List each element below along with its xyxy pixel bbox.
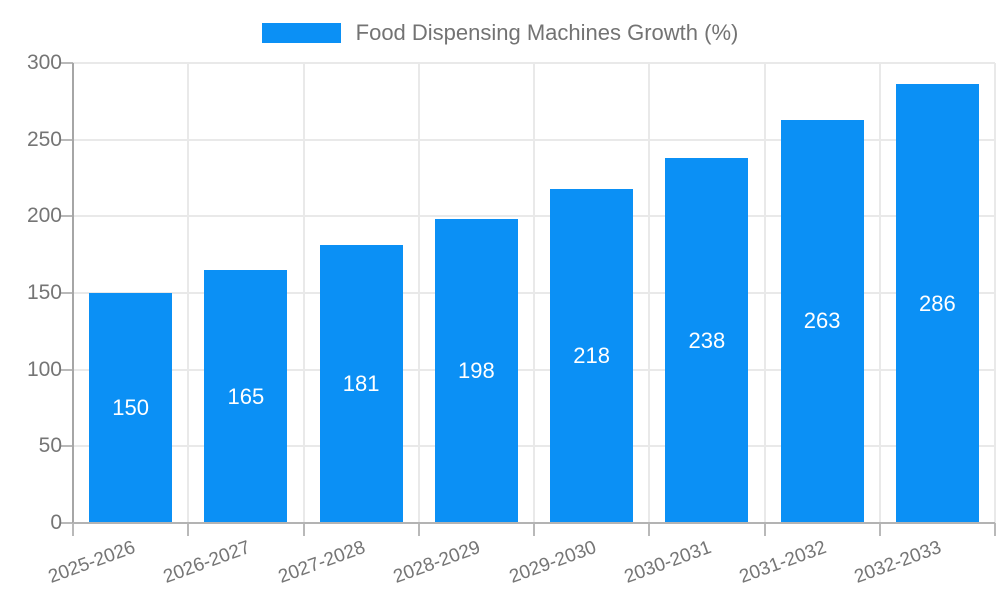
gridline-vertical bbox=[763, 63, 766, 523]
gridline-vertical bbox=[533, 63, 535, 523]
y-axis-tick-label: 300 bbox=[26, 51, 62, 74]
gridline-vertical bbox=[187, 63, 190, 523]
gridline-vertical bbox=[878, 63, 881, 523]
chart-legend: Food Dispensing Machines Growth (%) bbox=[0, 20, 1000, 46]
y-axis-tick bbox=[61, 292, 73, 294]
gridline-vertical bbox=[417, 63, 420, 523]
bar-value-label: 218 bbox=[573, 342, 610, 368]
gridline-vertical bbox=[302, 63, 305, 523]
x-axis-tick bbox=[533, 523, 535, 536]
y-axis-tick bbox=[61, 62, 73, 64]
legend-swatch bbox=[261, 23, 341, 43]
bar: 165 bbox=[204, 270, 288, 523]
y-axis-tick-label: 50 bbox=[38, 434, 62, 458]
y-axis-tick-label: 250 bbox=[26, 127, 62, 151]
y-axis-tick-label: 150 bbox=[26, 281, 62, 304]
bar-value-label: 150 bbox=[112, 395, 149, 420]
x-axis-tick bbox=[648, 523, 651, 536]
plot-area: 150 165 181 198 218 238 263 286 bbox=[61, 62, 996, 536]
bar-value-label: 286 bbox=[919, 290, 956, 316]
bar-value-label: 165 bbox=[227, 383, 265, 409]
gridline-vertical bbox=[648, 63, 651, 523]
y-axis-tick bbox=[61, 215, 73, 218]
y-axis-tick-label: 200 bbox=[26, 204, 62, 228]
bar: 286 bbox=[895, 84, 979, 523]
bar: 263 bbox=[780, 119, 864, 523]
x-axis-tick bbox=[878, 523, 881, 536]
bar: 150 bbox=[89, 293, 173, 523]
bar-value-label: 198 bbox=[458, 358, 495, 384]
x-axis-tick bbox=[302, 523, 305, 536]
y-axis-line bbox=[72, 63, 74, 523]
bar: 238 bbox=[665, 158, 749, 523]
y-axis-tick bbox=[61, 368, 73, 371]
bar: 181 bbox=[319, 245, 403, 523]
y-axis-tick-label: 0 bbox=[50, 511, 62, 534]
x-axis-tick bbox=[994, 523, 996, 536]
y-axis-tick bbox=[61, 445, 73, 448]
y-axis-tick bbox=[61, 138, 73, 141]
x-axis-tick bbox=[72, 523, 74, 536]
y-axis-tick-label: 100 bbox=[26, 357, 62, 381]
gridline-vertical bbox=[994, 63, 996, 523]
x-axis-tick bbox=[187, 523, 190, 536]
bar-value-label: 238 bbox=[688, 327, 726, 353]
x-axis-tick bbox=[763, 523, 766, 536]
x-axis-line bbox=[73, 522, 995, 524]
bar: 198 bbox=[434, 219, 518, 523]
y-axis-tick bbox=[61, 522, 73, 524]
legend-label: Food Dispensing Machines Growth (%) bbox=[355, 20, 739, 45]
bar-value-label: 181 bbox=[342, 371, 380, 397]
bar-value-label: 263 bbox=[803, 308, 841, 334]
bar: 218 bbox=[550, 188, 634, 523]
x-axis-tick bbox=[417, 523, 420, 536]
